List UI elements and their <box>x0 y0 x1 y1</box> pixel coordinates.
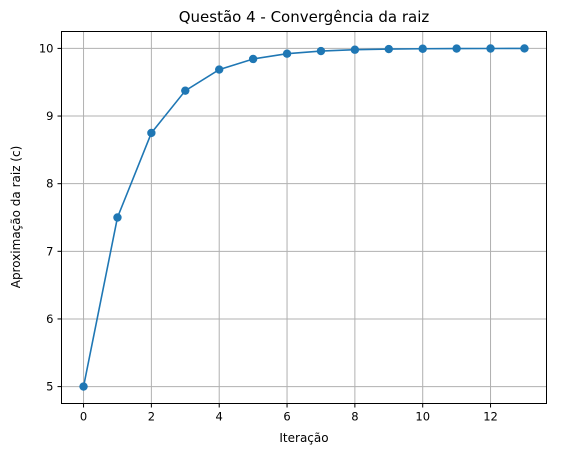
data-point <box>282 49 292 58</box>
x-tick-label: 12 <box>483 410 498 424</box>
data-point <box>113 213 122 222</box>
x-tick-label: 2 <box>148 410 155 424</box>
y-axis-label: Aproximação da raiz (c) <box>9 146 23 289</box>
y-tick-label: 7 <box>46 244 53 258</box>
data-point <box>452 44 461 53</box>
data-point <box>79 382 88 391</box>
y-tick-label: 8 <box>46 177 53 191</box>
plot-frame <box>61 31 547 404</box>
x-tick-label: 0 <box>80 410 87 424</box>
x-tick-label: 6 <box>283 410 290 424</box>
series-layer <box>79 44 529 391</box>
data-point <box>248 54 258 64</box>
data-point <box>147 128 156 138</box>
data-point <box>384 44 393 54</box>
data-point <box>215 65 224 74</box>
y-tick-label: 6 <box>46 312 53 326</box>
data-point <box>316 46 326 56</box>
y-tick-label: 9 <box>46 109 53 123</box>
x-tick-label: 10 <box>415 410 430 424</box>
data-point <box>486 44 495 53</box>
chart-title: Questão 4 - Convergência da raiz <box>179 8 430 26</box>
y-tick-label: 5 <box>46 380 53 394</box>
data-point <box>350 45 360 54</box>
x-axis-label: Iteração <box>279 431 328 445</box>
data-point <box>520 44 529 53</box>
y-tick-label: 10 <box>39 41 54 55</box>
x-tick-label: 4 <box>216 410 223 424</box>
data-point <box>418 44 427 53</box>
series-line <box>82 47 525 387</box>
data-point <box>181 86 190 95</box>
grid <box>61 31 547 404</box>
ticks: 0 2 4 6 8 10 12 5 6 7 8 9 10 <box>39 41 498 423</box>
x-tick-label: 8 <box>351 410 358 424</box>
